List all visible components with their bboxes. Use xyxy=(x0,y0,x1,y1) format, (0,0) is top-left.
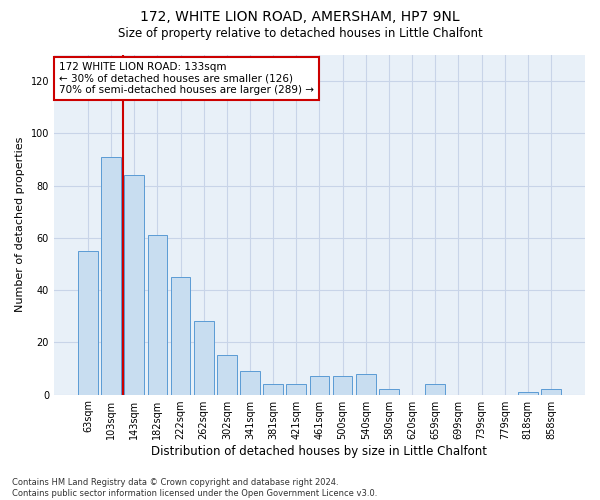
Bar xyxy=(310,376,329,394)
Bar xyxy=(240,371,260,394)
Bar xyxy=(541,390,561,394)
X-axis label: Distribution of detached houses by size in Little Chalfont: Distribution of detached houses by size … xyxy=(151,444,487,458)
Text: Contains HM Land Registry data © Crown copyright and database right 2024.
Contai: Contains HM Land Registry data © Crown c… xyxy=(12,478,377,498)
Y-axis label: Number of detached properties: Number of detached properties xyxy=(15,137,25,312)
Bar xyxy=(518,392,538,394)
Bar xyxy=(356,374,376,394)
Bar xyxy=(148,235,167,394)
Bar xyxy=(124,175,144,394)
Bar xyxy=(217,356,236,395)
Bar xyxy=(101,157,121,394)
Bar xyxy=(263,384,283,394)
Bar xyxy=(425,384,445,394)
Bar xyxy=(286,384,306,394)
Bar xyxy=(379,390,399,394)
Bar xyxy=(333,376,352,394)
Text: Size of property relative to detached houses in Little Chalfont: Size of property relative to detached ho… xyxy=(118,28,482,40)
Bar xyxy=(194,322,214,394)
Bar xyxy=(170,277,190,394)
Bar xyxy=(78,251,98,394)
Text: 172, WHITE LION ROAD, AMERSHAM, HP7 9NL: 172, WHITE LION ROAD, AMERSHAM, HP7 9NL xyxy=(140,10,460,24)
Text: 172 WHITE LION ROAD: 133sqm
← 30% of detached houses are smaller (126)
70% of se: 172 WHITE LION ROAD: 133sqm ← 30% of det… xyxy=(59,62,314,95)
